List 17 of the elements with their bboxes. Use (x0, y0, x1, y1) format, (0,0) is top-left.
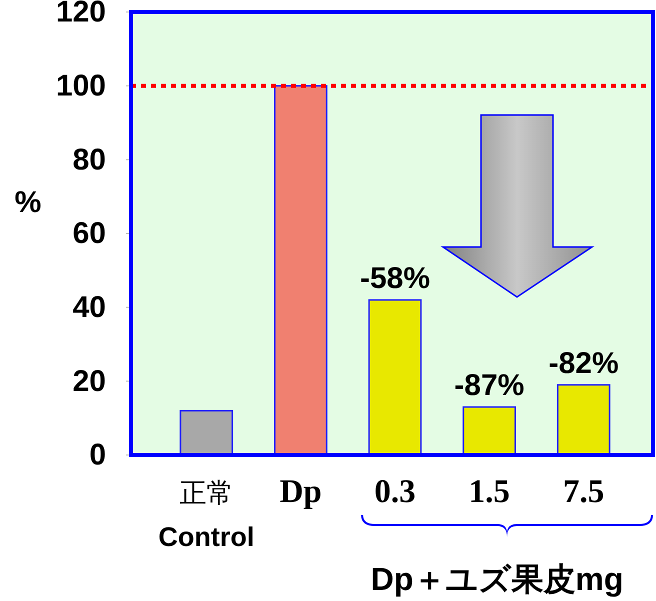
annotation: -58% (360, 262, 430, 295)
y-tick-label: 40 (72, 290, 106, 324)
x-tick-label: 0.3 (374, 474, 416, 510)
y-tick-label: 120 (56, 0, 106, 29)
y-axis-title: % (14, 186, 42, 219)
x-tick-label: 7.5 (563, 474, 604, 510)
x-tick-label: 正常 Control (158, 478, 254, 552)
annotation: -87% (454, 369, 524, 402)
y-tick-label: 80 (72, 143, 106, 176)
y-tick-label: 100 (56, 69, 106, 102)
x-axis-title: Dp＋ユズ果皮mg (370, 561, 624, 597)
y-tick-label: 60 (72, 217, 106, 250)
annotation: -82% (548, 346, 619, 380)
x-tick-label: 1.5 (468, 474, 510, 510)
y-tick-label: 20 (72, 364, 106, 398)
y-tick-label: 0 (89, 438, 106, 472)
x-tick-label: Dp (280, 474, 322, 510)
